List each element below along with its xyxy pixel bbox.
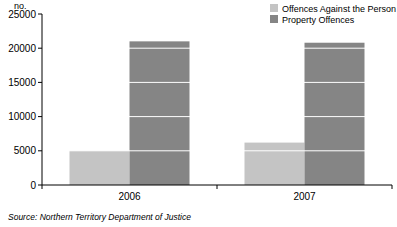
x-tick <box>392 185 393 189</box>
bar <box>305 43 365 185</box>
bar <box>245 143 305 185</box>
legend-swatch <box>270 4 278 12</box>
y-tick <box>38 116 42 117</box>
legend-label: Property Offences <box>282 15 355 25</box>
grid-line <box>42 82 392 83</box>
source: Source: Northern Territory Department of… <box>8 212 191 222</box>
y-tick-label: 15000 <box>8 77 36 88</box>
y-tick <box>38 185 42 186</box>
y-tick <box>38 150 42 151</box>
legend-label: Offences Against the Person <box>282 4 396 14</box>
bar <box>70 151 130 185</box>
grid-line <box>42 48 392 49</box>
grid-line <box>42 116 392 117</box>
bar <box>130 41 190 185</box>
x-tick-label: 2006 <box>118 191 141 202</box>
x-tick <box>217 185 218 189</box>
y-tick <box>38 82 42 83</box>
y-tick-label: 10000 <box>8 111 36 122</box>
chart: 050001000015000200002500020062007no.Sour… <box>0 0 397 227</box>
y-tick <box>38 14 42 15</box>
y-tick-label: 0 <box>30 180 36 191</box>
y-axis <box>42 14 43 185</box>
y-tick-label: 20000 <box>8 43 36 54</box>
y-tick <box>38 48 42 49</box>
grid-line <box>42 150 392 151</box>
x-tick <box>42 185 43 189</box>
y-label: no. <box>14 1 27 11</box>
legend-swatch <box>270 15 278 23</box>
y-tick-label: 5000 <box>14 145 37 156</box>
bars <box>70 41 365 185</box>
x-tick-label: 2007 <box>293 191 316 202</box>
